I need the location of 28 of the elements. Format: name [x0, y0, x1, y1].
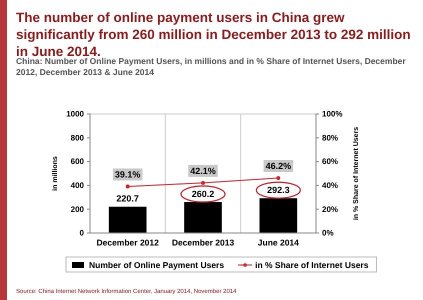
point: [201, 180, 205, 185]
y2-tick-label: 100%: [322, 110, 342, 119]
y2-tick-label: 60%: [322, 157, 338, 166]
y2-tick-label: 20%: [322, 204, 338, 214]
y2-tick-label: 40%: [322, 180, 338, 190]
y2-tick-label: 80%: [322, 133, 338, 142]
chart-title: The number of online payment users in China grew significantly from 260 million in December 2013 to 292 million in June 2014.: [16, 10, 411, 59]
x-tick-label: December 2012: [96, 237, 160, 248]
chart-subtitle: China: Number of Online Payment Users, in millions and in % Share of Internet Users, December 2012, December 2013 & June 2014: [16, 56, 406, 77]
legend-label: in % Share of Internet Users: [255, 260, 369, 270]
bar: [108, 206, 146, 233]
legend-label: Number of Online Payment Users: [89, 260, 224, 270]
y-tick-label: 200: [70, 204, 85, 214]
bar: [260, 198, 298, 233]
y-tick-label: 400: [70, 180, 85, 190]
data-label: 292.3: [267, 185, 290, 196]
x-tick-label: December 2013: [172, 237, 234, 248]
point: [276, 176, 280, 180]
y-tick-label: 600: [70, 157, 85, 166]
y-tick-label: 1000: [66, 110, 85, 119]
y2-tick-label: 0%: [322, 228, 334, 238]
y-tick-label: 800: [70, 133, 85, 142]
point: [126, 184, 130, 188]
data-label: 220.7: [116, 194, 139, 204]
y-tick-label: 0: [80, 228, 85, 238]
x-tick-label: June 2014: [258, 237, 300, 248]
bar: [184, 202, 222, 233]
data-label: 260.2: [192, 189, 214, 200]
